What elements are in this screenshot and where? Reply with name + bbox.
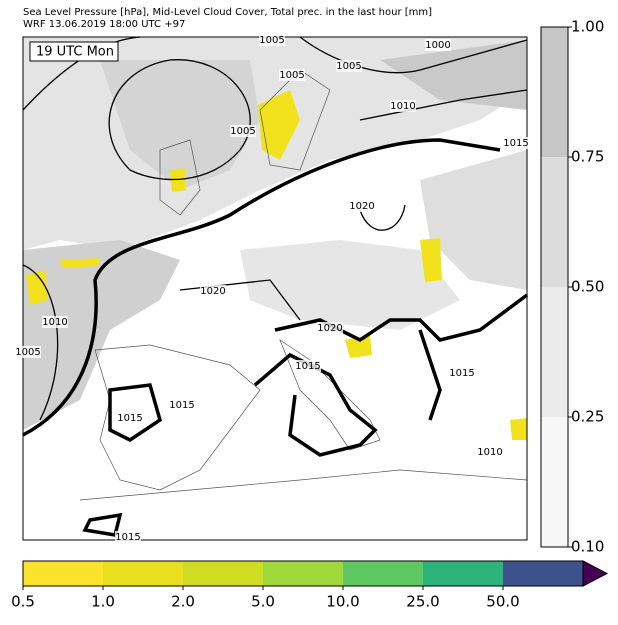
colorbar-tick-label: 0.75: [571, 148, 604, 166]
colorbar-frame: [22, 560, 583, 587]
subtitle: WRF 13.06.2019 18:00 UTC +97: [23, 19, 185, 30]
colorbar-segment: [23, 561, 103, 586]
contour-label: 1005: [279, 70, 304, 81]
colorbar-tick-label: 25.0: [406, 593, 439, 611]
colorbar-tick-label: 50.0: [486, 593, 519, 611]
contour-label-bg: [15, 346, 41, 358]
contour-label: 1005: [336, 61, 361, 72]
contour-label: 1010: [42, 317, 67, 328]
colorbar-segment: [503, 561, 583, 586]
contour-label-bg: [115, 531, 141, 543]
contour-label-bg: [503, 137, 529, 149]
colorbar-tick-label: 2.0: [171, 593, 195, 611]
contour-label: 1020: [200, 286, 225, 297]
colorbar-segment: [541, 287, 568, 417]
colorbar-segment: [541, 157, 568, 287]
colorbar-segment: [343, 561, 423, 586]
contour-label: 1005: [259, 35, 284, 46]
colorbar-segment: [183, 561, 263, 586]
colorbar-segment: [541, 417, 568, 547]
contour-label-bg: [279, 69, 305, 81]
contour-label: 1005: [15, 347, 40, 358]
colorbar-tick-label: 0.5: [11, 593, 35, 611]
cloud-colorbar: 0.10 0.25 0.50 0.75 1.00: [540, 18, 604, 556]
colorbar-segment: [103, 561, 183, 586]
contour-label-bg: [230, 125, 256, 137]
contour-label-bg: [336, 60, 362, 72]
contour-label-bg: [390, 100, 416, 112]
time-label: 19 UTC Mon: [36, 45, 114, 60]
colorbar-segment: [423, 561, 503, 586]
colorbar-tick-label: 0.50: [571, 278, 604, 296]
contour-label-bg: [169, 399, 195, 411]
time-label-box: [29, 41, 119, 62]
contour-label: 1015: [117, 413, 142, 424]
contour-label-bg: [317, 322, 343, 334]
title: Sea Level Pressure [hPa], Mid-Level Clou…: [23, 7, 432, 18]
contour-label: 1000: [425, 40, 450, 51]
contour-label-bg: [449, 367, 475, 379]
colorbar-extend: [582, 560, 609, 587]
contour-label-bg: [42, 316, 68, 328]
contour-label-bg: [259, 34, 285, 46]
contour-label-bg: [200, 285, 226, 297]
colorbar-segment: [263, 561, 343, 586]
colorbar-tick-label: 1.0: [91, 593, 115, 611]
contour-label-bg: [349, 200, 375, 212]
colorbar-tick-label: 5.0: [251, 593, 275, 611]
thin-isobars: [22, 36, 528, 421]
contour-label: 1010: [390, 101, 415, 112]
contour-label: 1020: [349, 201, 374, 212]
contour-label: 1005: [230, 126, 255, 137]
contour-label-bg: [117, 412, 143, 424]
map: 19 UTC Mon 1005 1000 1005 1005 1010 1005 1015 1…: [15, 34, 529, 543]
contour-label-bg: [477, 446, 503, 458]
colorbar-tick-label: 0.25: [571, 408, 604, 426]
colorbar-tick-label: 10.0: [326, 593, 359, 611]
contour-label: 1015: [115, 532, 140, 543]
contour-label: 1015: [169, 400, 194, 411]
contour-label: 1015: [449, 368, 474, 379]
contour-label: 1010: [477, 447, 502, 458]
colorbar-tick-label: 1.00: [571, 18, 604, 36]
precipitation: [26, 90, 527, 440]
contour-label: 1015: [295, 361, 320, 372]
contour-label: 1015: [503, 138, 528, 149]
contour-label: 1020: [317, 323, 342, 334]
colorbar-tick-label: 0.10: [571, 538, 604, 556]
contour-label-bg: [425, 39, 451, 51]
contour-label-bg: [295, 360, 321, 372]
colorbar-segment: [541, 27, 568, 157]
precip-colorbar: 0.5 1.0 2.0 5.0 10.0 25.0 50.0: [11, 560, 609, 611]
